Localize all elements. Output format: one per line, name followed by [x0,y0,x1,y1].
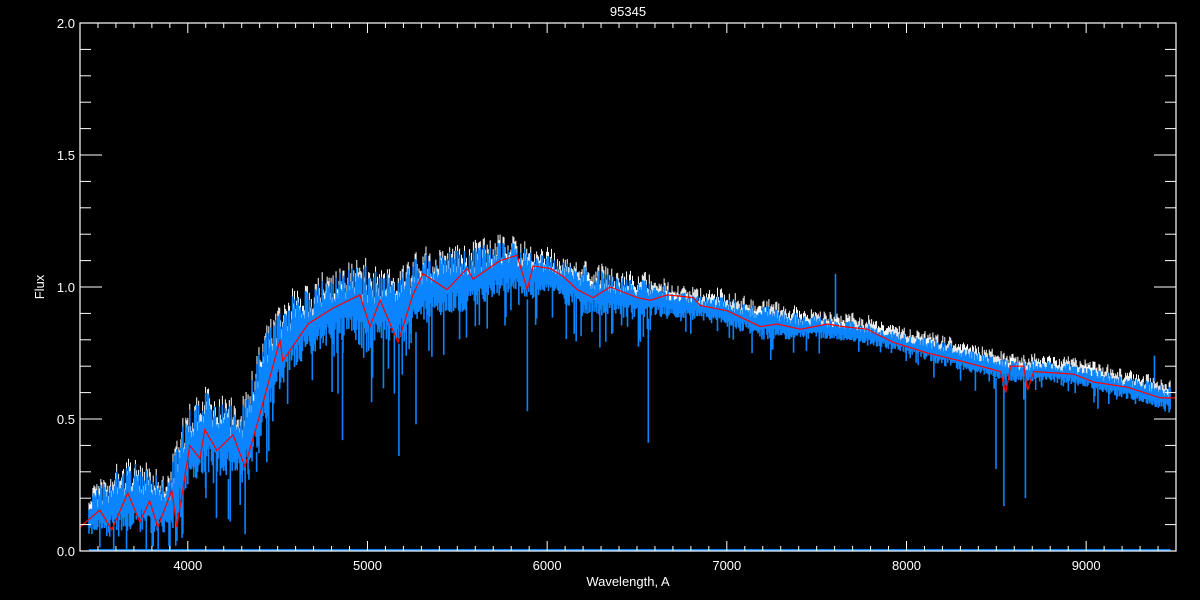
y-tick-label: 1.0 [57,280,75,295]
y-axis-label: Flux [32,274,47,299]
x-tick-label: 8000 [892,558,921,573]
x-tick-label: 7000 [712,558,741,573]
x-tick-label: 5000 [353,558,382,573]
x-axis-label: Wavelength, A [586,574,670,589]
y-tick-labels: 0.0 0.5 1.0 1.5 2.0 [57,16,75,559]
x-tick-label: 9000 [1072,558,1101,573]
y-tick-label: 1.5 [57,148,75,163]
x-tick-label: 4000 [173,558,202,573]
chart-title: 95345 [610,4,646,19]
axis-ticks [80,23,1177,551]
y-tick-label: 2.0 [57,16,75,31]
reference-spectrum [88,234,1171,538]
x-tick-labels: 4000 5000 6000 7000 8000 9000 [173,558,1100,573]
model-line [79,254,1176,532]
observed-spectrum [88,243,1171,551]
x-tick-label: 6000 [533,558,562,573]
y-tick-label: 0.5 [57,412,75,427]
y-tick-label: 0.0 [57,544,75,559]
